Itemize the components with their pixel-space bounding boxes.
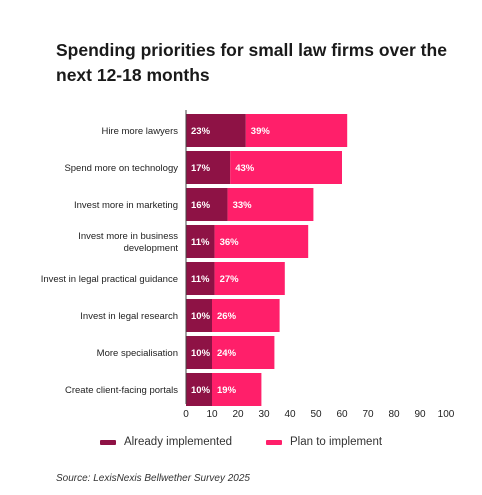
legend-item-already-implemented: Already implemented [99,436,232,448]
data-label: 10% [191,348,211,359]
x-tick-label: 80 [388,409,400,420]
category-label: Invest more in marketing [74,200,178,211]
bar-plan-to-implement [214,225,309,258]
bar-already-implemented [186,225,215,258]
x-tick-label: 50 [310,409,322,420]
bar-plan-to-implement [212,336,275,369]
data-label: 43% [235,163,255,174]
x-tick-label: 20 [232,409,244,420]
legend-swatch-already-implemented [99,439,116,445]
category-label: Spend more on technology [64,163,178,174]
stacked-bar-chart: Hire more lawyers 23% 39% Spend more on tec… [41,110,455,420]
category-label: Hire more lawyers [101,126,178,137]
x-tick-label: 40 [284,409,296,420]
legend-item-plan-to-implement: Plan to implement [265,436,383,448]
data-label: 10% [191,311,211,322]
x-tick-label: 10 [206,409,218,420]
data-label: 23% [191,126,211,137]
bar-plan-to-implement [212,373,262,406]
data-label: 11% [191,274,210,285]
data-label: 11% [191,237,210,248]
legend-label-already-implemented: Already implemented [123,436,232,448]
bar-plan-to-implement [212,299,280,332]
data-label: 24% [217,348,237,359]
x-tick-label: 60 [336,409,348,420]
bar-plan-to-implement [227,188,314,221]
data-label: 26% [217,311,237,322]
bar-already-implemented [186,188,228,221]
data-label: 17% [191,163,211,174]
x-tick-label: 100 [438,409,455,420]
bar-already-implemented [186,114,246,147]
x-tick-label: 90 [414,409,426,420]
category-label: Invest more in business development [78,231,178,254]
bar-plan-to-implement [214,262,285,295]
chart-title: Spending priorities for small law firms … [56,40,447,85]
bar-already-implemented [186,299,212,332]
data-label: 33% [233,200,253,211]
data-label: 19% [217,385,237,396]
bar-already-implemented [186,151,231,184]
legend-label-plan-to-implement: Plan to implement [289,436,383,448]
category-label: Invest in legal practical guidance [41,274,178,285]
bar-already-implemented [186,336,212,369]
x-tick-label: 30 [258,409,270,420]
x-tick-label: 70 [362,409,374,420]
source-note: Source: LexisNexis Bellwether Survey 202… [56,473,250,484]
bar-already-implemented [186,373,212,406]
x-tick-label: 0 [183,409,189,420]
data-label: 39% [251,126,271,137]
chart-legend: Already implemented Plan to implement [0,436,482,448]
data-label: 16% [191,200,211,211]
category-label: Create client-facing portals [65,385,178,396]
category-label: More specialisation [97,348,178,359]
data-label: 10% [191,385,211,396]
category-label: Invest in legal research [80,311,178,322]
data-label: 36% [220,237,240,248]
data-label: 27% [220,274,240,285]
bar-plan-to-implement [230,151,342,184]
bar-plan-to-implement [245,114,348,147]
bar-already-implemented [186,262,215,295]
legend-swatch-plan-to-implement [265,439,282,445]
